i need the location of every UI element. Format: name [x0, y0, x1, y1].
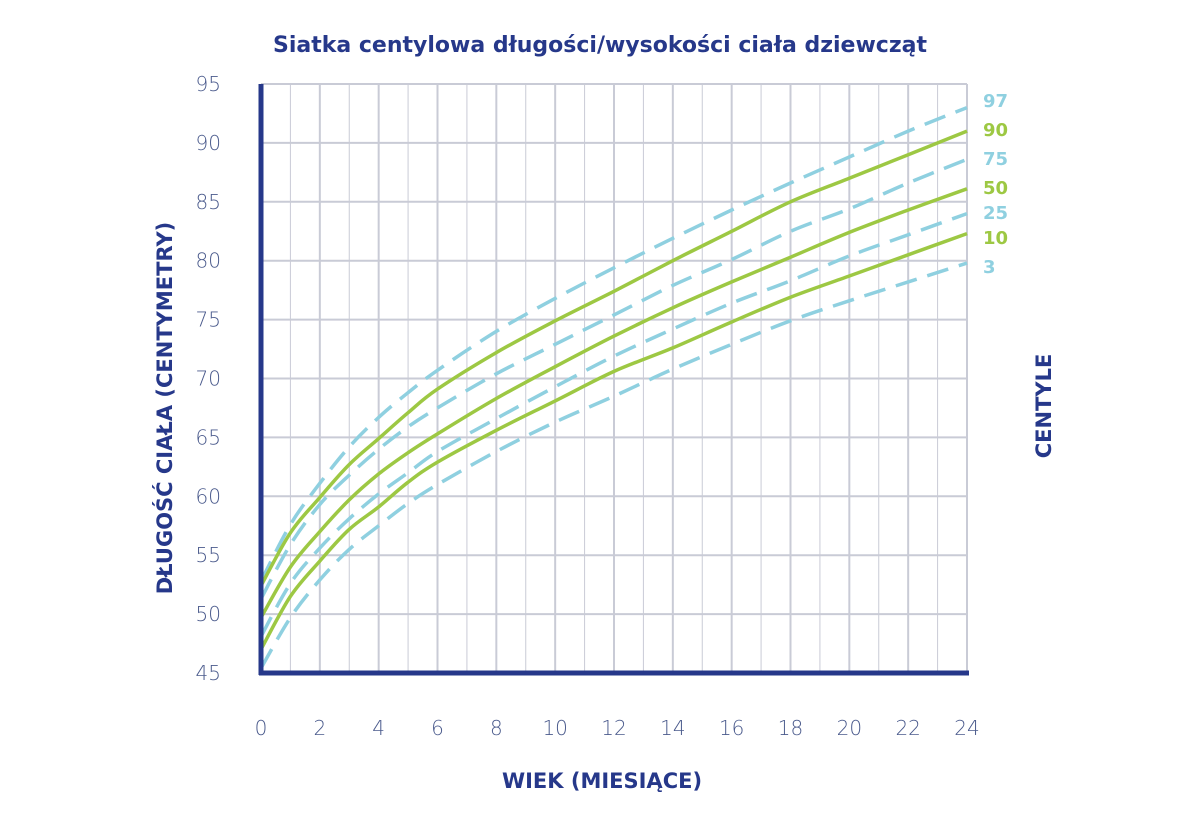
x-tick-label: 24	[954, 716, 979, 740]
y-tick-label: 60	[196, 484, 221, 508]
centile-label-50: 50	[983, 178, 1008, 199]
x-tick-label: 2	[313, 716, 326, 740]
x-tick-label: 12	[601, 716, 626, 740]
centile-label-25: 25	[983, 203, 1008, 224]
centile-labels: 97 90 75 50 25 10 3	[983, 91, 1008, 278]
tick-labels: 0 2 4 6 8 10 12 14 16 18 20 22 244550556065707580859…	[196, 72, 980, 740]
series-line-97	[259, 105, 968, 582]
centile-label-3: 3	[983, 257, 996, 278]
x-tick-label: 16	[719, 716, 744, 740]
y-tick-label: 65	[196, 425, 221, 449]
centile-label-97: 97	[983, 91, 1008, 112]
x-tick-label: 22	[895, 716, 920, 740]
chart-title: Siatka centylowa długości/wysokości ciał…	[273, 33, 927, 58]
legend-title: CENTYLE	[1032, 354, 1056, 459]
series-line-75	[259, 157, 968, 600]
y-axis-title: DŁUGOŚĆ CIAŁA (CENTYMETRY)	[152, 222, 177, 595]
y-tick-label: 85	[196, 190, 221, 214]
series-group	[259, 105, 968, 670]
x-tick-label: 20	[837, 716, 862, 740]
axes	[258, 84, 969, 676]
series-line-3	[259, 261, 968, 670]
series-line-90	[259, 129, 968, 587]
x-tick-label: 14	[660, 716, 685, 740]
x-tick-label: 10	[542, 716, 567, 740]
y-tick-label: 90	[196, 131, 221, 155]
y-tick-label: 80	[196, 249, 221, 273]
x-tick-label: 0	[255, 716, 268, 740]
x-tick-label: 6	[431, 716, 444, 740]
centile-label-90: 90	[983, 120, 1008, 141]
y-tick-label: 95	[196, 72, 221, 96]
y-tick-label: 70	[196, 367, 221, 391]
centile-label-10: 10	[983, 228, 1008, 249]
y-tick-label: 50	[196, 602, 221, 626]
x-axis-title: WIEK (MIESIĄCE)	[502, 769, 702, 793]
y-tick-label: 55	[196, 543, 221, 567]
x-tick-label: 4	[372, 716, 385, 740]
y-tick-label: 45	[196, 661, 221, 685]
series-line-50	[259, 187, 968, 619]
series-line-10	[259, 231, 968, 651]
x-tick-label: 8	[490, 716, 503, 740]
grid	[261, 83, 968, 673]
x-tick-label: 18	[778, 716, 803, 740]
series-line-25	[259, 211, 968, 638]
centile-label-75: 75	[983, 149, 1008, 170]
y-tick-label: 75	[196, 308, 221, 332]
